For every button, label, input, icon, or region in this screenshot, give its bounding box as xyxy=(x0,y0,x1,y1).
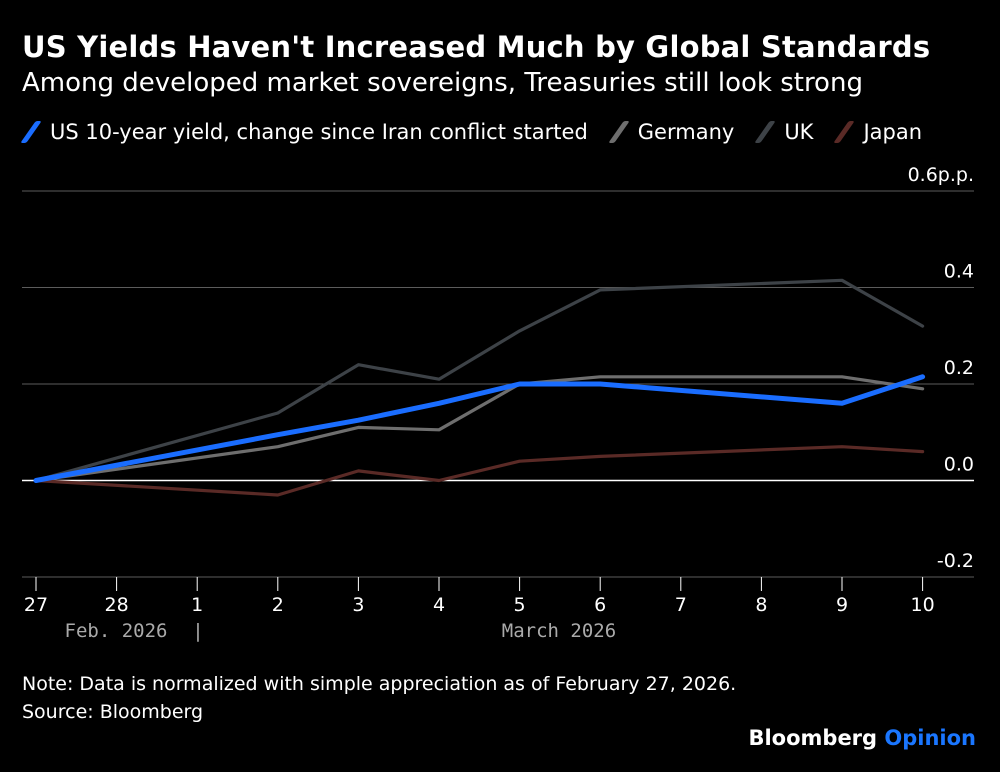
period-label-1: | xyxy=(192,620,203,642)
series-line-uk xyxy=(34,278,925,483)
legend-label-japan: Japan xyxy=(863,120,923,144)
series-lines xyxy=(33,278,926,497)
y-tick-label-3: 0.0 xyxy=(944,454,974,476)
y-tick-label-0: 0.6p.p. xyxy=(908,164,974,186)
x-tick-label-1: 28 xyxy=(105,594,129,616)
x-tick-label-10: 9 xyxy=(836,594,848,616)
y-tick-label-2: 0.2 xyxy=(944,357,974,379)
series-line-us xyxy=(33,374,926,483)
legend-label-germany: Germany xyxy=(637,120,735,144)
gridlines xyxy=(22,190,974,578)
legend-label-uk: UK xyxy=(784,120,814,144)
legend-item-germany: Germany xyxy=(608,120,735,144)
x-tick-label-3: 2 xyxy=(272,594,284,616)
legend-item-uk: UK xyxy=(754,120,814,144)
chart-title: US Yields Haven't Increased Much by Glob… xyxy=(22,30,931,64)
period-label-2: March 2026 xyxy=(502,620,616,642)
y-tick-label-1: 0.4 xyxy=(944,261,974,283)
period-label-0: Feb. 2026 xyxy=(65,620,168,642)
y-tick-label-4: -0.2 xyxy=(937,550,974,572)
x-tick-label-2: 1 xyxy=(191,594,203,616)
legend-item-us: US 10-year yield, change since Iran conf… xyxy=(20,120,588,144)
line-chart: 27 28 1 2 3 4 5 6 7 8 9 10 Feb. 2026 | March 2026 0.6p… xyxy=(22,164,974,642)
series-line-japan xyxy=(34,445,925,497)
x-tick-label-11: 10 xyxy=(911,594,935,616)
x-axis: 27 28 1 2 3 4 5 6 7 8 9 10 Feb. 2026 | March 2026 xyxy=(24,577,935,642)
x-tick-label-5: 4 xyxy=(433,594,445,616)
chart-subtitle: Among developed market sovereigns, Treas… xyxy=(22,68,863,98)
x-tick-label-6: 5 xyxy=(514,594,526,616)
x-tick-label-9: 8 xyxy=(755,594,767,616)
x-tick-label-0: 27 xyxy=(24,594,48,616)
footnote: Note: Data is normalized with simple app… xyxy=(22,670,736,726)
series-line-germany xyxy=(34,375,925,483)
x-tick-label-4: 3 xyxy=(352,594,364,616)
x-tick-label-7: 6 xyxy=(594,594,606,616)
x-tick-label-8: 7 xyxy=(675,594,687,616)
note-text: Note: Data is normalized with simple app… xyxy=(22,673,737,695)
brand-secondary: Opinion xyxy=(884,726,976,750)
brand-primary: Bloomberg xyxy=(748,726,878,750)
y-tick-labels: 0.6p.p. 0.4 0.2 0.0 -0.2 xyxy=(908,164,974,572)
legend: US 10-year yield, change since Iran conf… xyxy=(20,120,944,144)
legend-item-japan: Japan xyxy=(833,120,923,144)
brand-logo: Bloomberg Opinion xyxy=(748,726,976,750)
legend-label-us: US 10-year yield, change since Iran conf… xyxy=(50,120,588,144)
source-text: Source: Bloomberg xyxy=(22,701,204,723)
